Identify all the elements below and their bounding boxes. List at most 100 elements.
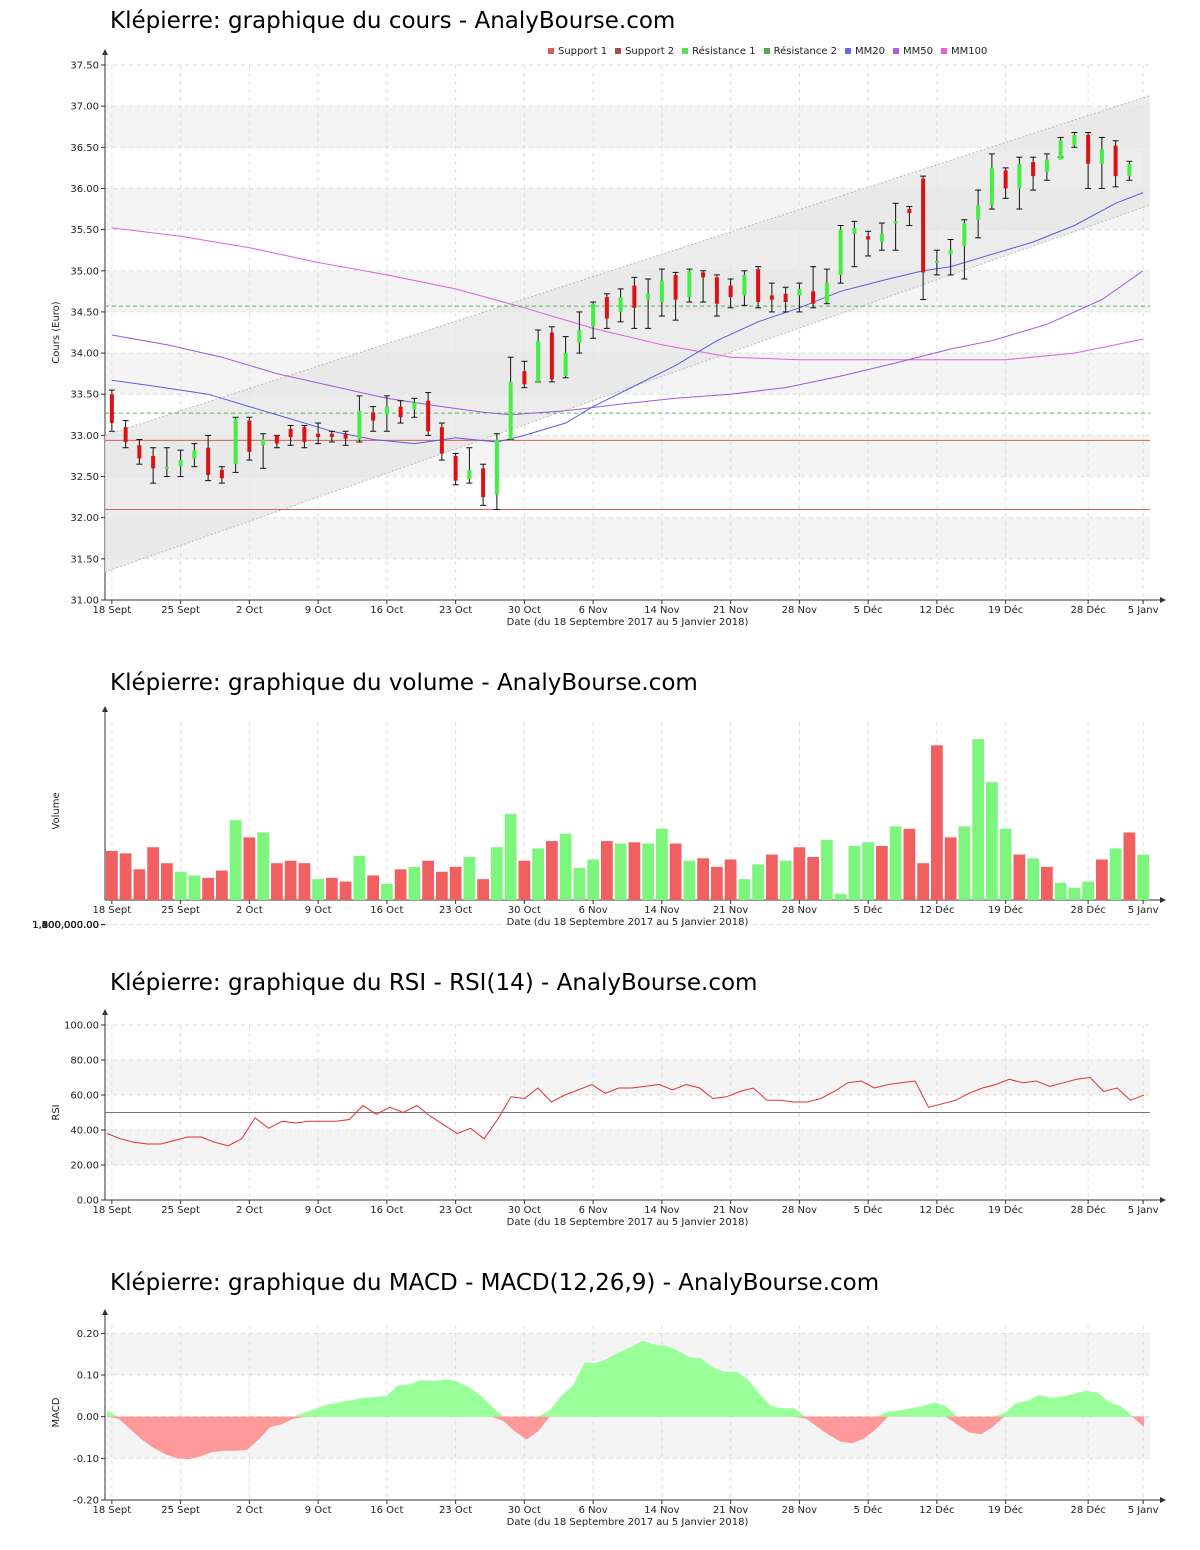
- candle-body: [494, 439, 499, 495]
- volume-xtick: 12 Déc: [919, 904, 954, 916]
- price-ytick: 33.00: [70, 431, 99, 442]
- volume-ylabel: Volume: [51, 792, 62, 829]
- macd-xtick: 16 Oct: [370, 1505, 403, 1516]
- macd-chart-panel: Klépierre: graphique du MACD - MACD(12,2…: [0, 1260, 1200, 1550]
- channel-lower-line: [104, 204, 1151, 573]
- legend-swatch: [682, 48, 689, 54]
- rsi-xtick: 18 Sept: [93, 1205, 132, 1216]
- candle-body: [962, 223, 967, 247]
- price-xlabel: Date (du 18 Septembre 2017 au 5 Janvier …: [507, 617, 749, 628]
- volume-bar: [216, 870, 228, 900]
- macd-y-arrow: [102, 1309, 108, 1315]
- rsi-ytick: 0.00: [77, 1196, 99, 1207]
- volume-bar: [147, 847, 159, 900]
- price-ytick: 32.00: [70, 513, 99, 524]
- volume-xtick: 21 Nov: [713, 905, 749, 916]
- price-xtick: 6 Nov: [579, 605, 608, 616]
- volume-bar: [257, 832, 269, 900]
- volume-bar: [312, 879, 324, 900]
- macd-xlabel: Date (du 18 Septembre 2017 au 5 Janvier …: [507, 1517, 749, 1528]
- price-y-arrow: [102, 49, 108, 55]
- rsi-chart-panel: Klépierre: graphique du RSI - RSI(14) - …: [0, 960, 1200, 1240]
- candle: [906, 206, 913, 226]
- legend-item: MM20: [845, 46, 885, 57]
- rsi-xtick: 23 Oct: [439, 1205, 472, 1216]
- volume-bar: [133, 869, 146, 900]
- price-xtick: 16 Oct: [370, 605, 403, 616]
- candle: [218, 466, 225, 484]
- volume-xtick: 23 Oct: [439, 905, 472, 916]
- rsi-chart-title: Klépierre: graphique du RSI - RSI(14) - …: [110, 970, 758, 996]
- volume-bar: [642, 843, 654, 900]
- candle-body: [453, 455, 458, 481]
- candle: [466, 447, 473, 484]
- candle: [425, 392, 432, 436]
- candle-body: [907, 209, 912, 214]
- volume-bar: [587, 859, 599, 900]
- candle-body: [591, 303, 596, 327]
- rsi-xtick: 14 Nov: [644, 1205, 680, 1216]
- legend-label: Résistance 2: [773, 46, 838, 57]
- candle-body: [1099, 148, 1104, 164]
- candle-body: [398, 406, 403, 418]
- volume-bar: [298, 863, 311, 900]
- candle-body: [673, 274, 678, 300]
- rsi-band: [105, 1060, 1150, 1095]
- candle: [452, 452, 459, 486]
- candle: [755, 266, 762, 309]
- candle: [1030, 156, 1037, 191]
- channel-upper-line: [104, 94, 1151, 436]
- volume-bar: [1082, 881, 1094, 900]
- candle-body: [1003, 170, 1008, 189]
- price-ytick: 33.50: [70, 390, 99, 401]
- rsi-xtick: 6 Nov: [579, 1205, 608, 1216]
- price-ytick: 36.00: [70, 184, 99, 195]
- price-xtick: 19 Déc: [988, 604, 1023, 616]
- macd-ylabel: MACD: [51, 1397, 62, 1427]
- candle-body: [742, 274, 747, 296]
- candle: [768, 282, 775, 313]
- price-ylabel: Cours (Euro): [51, 301, 62, 364]
- candle: [865, 230, 872, 257]
- candle-body: [659, 280, 664, 303]
- volume-bar: [1096, 859, 1108, 900]
- volume-bar: [573, 868, 586, 900]
- volume-ytick: 600,000.00: [42, 920, 99, 931]
- candle-body: [192, 450, 197, 459]
- volume-bar: [284, 860, 297, 900]
- macd-ytick: 0.20: [77, 1329, 99, 1340]
- price-ytick: 35.00: [70, 266, 99, 277]
- price-xtick: 25 Sept: [161, 605, 200, 616]
- volume-bar: [394, 869, 407, 900]
- candle-body: [852, 227, 857, 234]
- candle: [1043, 153, 1050, 181]
- candle-body: [467, 469, 472, 480]
- volume-bar: [1054, 882, 1067, 900]
- candle: [603, 293, 610, 329]
- candle: [686, 268, 693, 303]
- volume-xtick: 16 Oct: [370, 905, 403, 916]
- price-ytick: 37.50: [70, 61, 99, 72]
- volume-bar: [848, 845, 861, 900]
- candle-body: [357, 410, 362, 440]
- candle: [246, 416, 253, 461]
- rsi-xtick: 12 Déc: [919, 1204, 954, 1216]
- candle: [548, 326, 555, 383]
- candle: [342, 430, 349, 446]
- legend-swatch: [941, 48, 947, 54]
- candle: [631, 276, 638, 329]
- candle-body: [123, 427, 128, 442]
- price-band: [105, 106, 1150, 148]
- price-ytick: 32.50: [70, 472, 99, 483]
- price-xtick: 21 Nov: [713, 605, 749, 616]
- volume-bar: [546, 841, 558, 900]
- trend-channel: [105, 95, 1150, 573]
- price-band: [105, 517, 1150, 559]
- price-ytick: 35.50: [70, 225, 99, 236]
- candle: [782, 286, 789, 313]
- volume-bar: [628, 842, 641, 900]
- rsi-chart: 0.00 20.00 40.00 60.00 80.00 100.00 18 Sept 25 …: [51, 1009, 1166, 1228]
- price-chart-title: Klépierre: graphique du cours - AnalyBou…: [110, 8, 676, 34]
- candle: [920, 175, 927, 301]
- volume-bar: [903, 828, 916, 900]
